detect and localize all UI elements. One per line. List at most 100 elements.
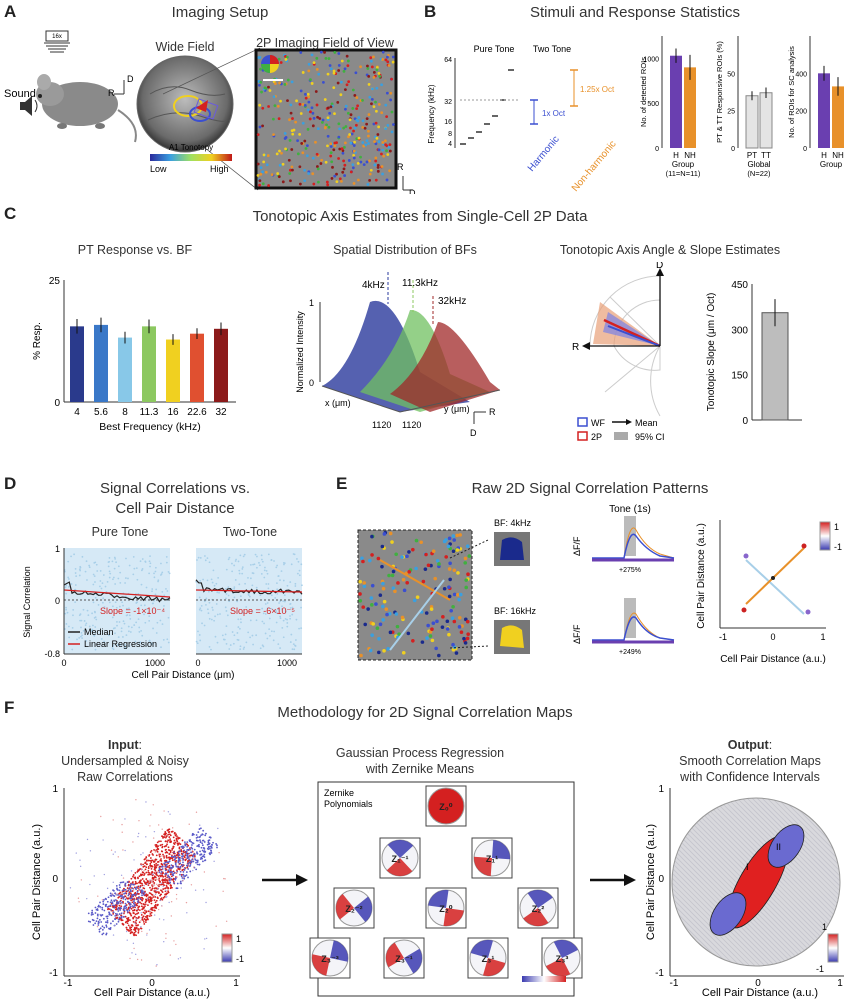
slope-ytick: 0 <box>742 416 748 427</box>
dff-label-2: ΔF/F <box>572 624 582 644</box>
axis-r-c: R <box>489 407 496 417</box>
b-ytick: 200 <box>795 109 807 116</box>
tonotopy-figure: % Resp. 25 0 4 5.6 8 11.3 16 22.6 32 Best Frequenc… <box>32 262 802 442</box>
methodology-figure: Cell Pair Distance (a.u.) Cell Pair Dist… <box>31 781 844 999</box>
f-out-xtick-0: 0 <box>755 978 761 989</box>
d-xtick-1000-b: 1000 <box>277 658 297 668</box>
f-in-cb-hi: 1 <box>236 934 241 944</box>
pt-ytick: 25 <box>49 276 61 287</box>
d-xlabel: Cell Pair Distance (μm) <box>131 670 234 680</box>
e-cb-lo: -1 <box>834 542 842 552</box>
angle-title: Tonotopic Axis Angle & Slope Estimates <box>559 243 781 257</box>
freq-tick-64: 64 <box>444 57 452 64</box>
smooth-correlation-map <box>672 798 840 966</box>
pt-xlabel: Best Frequency (kHz) <box>99 421 201 433</box>
gp-line1: Gaussian Process Regression <box>335 746 505 760</box>
pt-category: 4 <box>74 407 80 418</box>
one-oct-label: 1x Oct <box>542 109 566 118</box>
raw-correlation-figure: BF: 4kHz BF: 16kHz Tone (1s) ΔF/F ΔF/F +… <box>357 504 842 665</box>
e-cb-hi: 1 <box>834 522 839 532</box>
zernike-label: Z₃⁻³ <box>321 954 338 964</box>
wide-field-image <box>136 55 234 153</box>
raw-correlation-scatter <box>69 798 228 967</box>
dff-label-1: ΔF/F <box>572 536 582 556</box>
pt-category: 22.6 <box>187 407 207 418</box>
output-colon: : <box>768 738 773 752</box>
e-colorbar <box>819 521 831 551</box>
panel-d-title-2: Cell Pair Distance <box>115 500 235 517</box>
f-out-xlabel: Cell Pair Distance (a.u.) <box>702 987 818 999</box>
regression-line-pt <box>63 589 171 598</box>
panel-e-title: Raw 2D Signal Correlation Patterns <box>471 480 709 497</box>
b-bar <box>818 73 830 148</box>
roi-16khz <box>500 625 524 648</box>
peak-32khz: 32kHz <box>438 296 466 307</box>
map-label-i: I <box>746 862 749 872</box>
fov-title: 2P Imaging Field of View <box>256 36 394 50</box>
panel-label-f: F <box>4 698 15 717</box>
input-line2: Undersampled & Noisy <box>61 754 189 768</box>
legend-wf: WF <box>591 418 605 428</box>
imaging-setup-figure: 16x Sound R D <box>4 30 416 194</box>
fov-image <box>254 48 398 190</box>
harmonic-label: Harmonic <box>526 134 562 174</box>
slope-chart: 450 300 150 0 Tonotopic Slope (μm / Oct) <box>706 280 802 427</box>
slope-bar <box>761 312 789 421</box>
panel-b-title: Stimuli and Response Statistics <box>529 4 741 21</box>
d-ytick-neg: -0.8 <box>44 649 60 659</box>
f-out-cb-lo: -1 <box>816 964 824 974</box>
panel-label-d: D <box>4 474 17 493</box>
pure-tone-label: Pure Tone <box>474 44 515 54</box>
signal-correlation-figure: Signal Correlation 1 0 -0.8 0 1000 0 100… <box>22 544 303 680</box>
pt-category: 5.6 <box>94 407 108 418</box>
pt-bar <box>118 337 132 402</box>
objective-icon <box>44 30 70 53</box>
b-ytick: 0 <box>655 146 659 153</box>
panel-label-b: B <box>424 2 437 21</box>
zernike-polynomials: Z₀⁰ Z₁⁻¹ Z₁¹ Z₂⁻² Z₂⁰ Z₂² Z₃⁻³ Z₃⁻¹ Z₃¹ Z₃³ <box>309 785 583 979</box>
b-bar <box>832 86 844 148</box>
panel-label-a: A <box>4 2 17 21</box>
axis-r-fov: R <box>397 162 404 172</box>
pct-249: +249% <box>619 649 641 656</box>
f-in-xlabel: Cell Pair Distance (a.u.) <box>94 987 210 999</box>
f-in-ytick-0: 0 <box>52 874 58 885</box>
input-line3: Raw Correlations <box>77 770 173 784</box>
pt-bar <box>94 324 108 402</box>
f-out-ytick-0: 0 <box>658 874 664 885</box>
b-bar <box>745 95 759 149</box>
tonotopy-colorbar <box>150 154 232 161</box>
d-ytick-0: 0 <box>55 596 60 606</box>
spatial-title: Spatial Distribution of BFs <box>333 243 477 257</box>
b-category: H <box>673 151 679 160</box>
slope-ytick: 450 <box>731 280 748 291</box>
spatial-bf-surface: Normalized Intensity 1 0 4kHz 11.3kHz 32… <box>295 272 501 438</box>
pt-ytick: 0 <box>54 398 60 409</box>
axis-d-c: D <box>470 428 477 438</box>
pt-bar <box>142 326 156 402</box>
f-out-colorbar <box>827 933 839 963</box>
gp-line2: with Zernike Means <box>365 762 475 776</box>
legend-2p: 2P <box>591 432 602 442</box>
legend-ci: 95% CI <box>635 432 665 442</box>
zernike-label: Z₃⁻¹ <box>395 954 412 964</box>
e-xlabel: Cell Pair Distance (a.u.) <box>720 654 826 665</box>
d-xtick-0-a: 0 <box>61 658 66 668</box>
objective-label: 16x <box>52 34 62 40</box>
d-xtick-1000-a: 1000 <box>145 658 165 668</box>
zernike-label: Z₂² <box>532 904 545 914</box>
f-in-ylabel: Cell Pair Distance (a.u.) <box>31 824 43 940</box>
b-ylabel: PT & TT Responsive ROIs (%) <box>715 41 724 143</box>
zernike-label: Z₁⁻¹ <box>392 854 409 864</box>
f-in-xtick-neg: -1 <box>64 978 73 989</box>
pt-ylabel: % Resp. <box>32 322 43 360</box>
b-ytick: 25 <box>727 109 735 116</box>
y-tick-1120: 1120 <box>402 420 421 430</box>
b-bar <box>684 67 696 148</box>
input-bold: Input <box>107 738 139 752</box>
tonotopy-high: High <box>210 164 229 174</box>
spatial-tick-0: 0 <box>309 378 314 388</box>
d-scatter-tt <box>196 548 302 654</box>
b-ylabel: No. of ROIs for SC analysis <box>787 46 796 138</box>
b-category: NH <box>832 151 844 160</box>
